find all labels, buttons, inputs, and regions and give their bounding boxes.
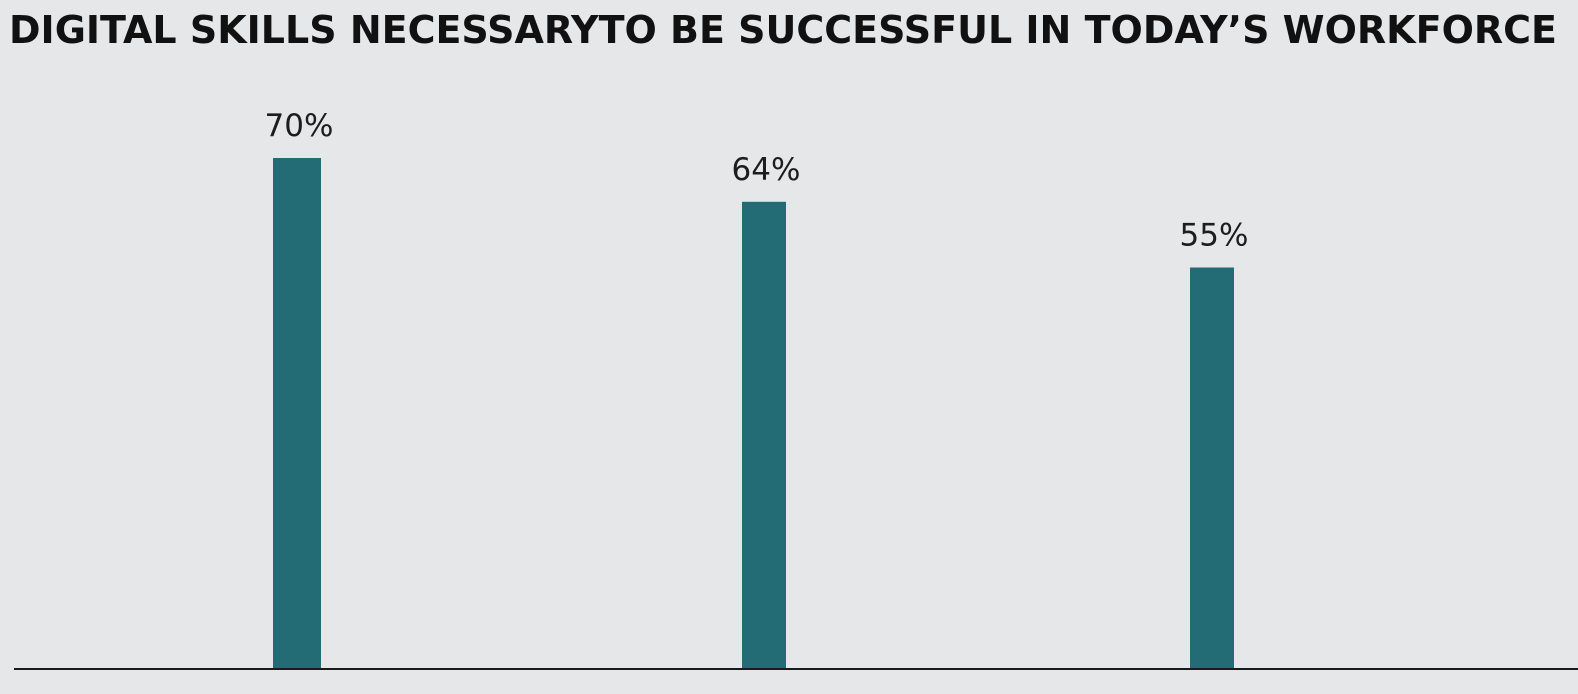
chart-title: DIGITAL SKILLS NECESSARYTO BE SUCCESSFUL…: [9, 8, 1557, 52]
value-labels-group: 70% 64% 55%: [265, 108, 1249, 254]
bar-value-label-3: 55%: [1180, 218, 1249, 254]
bar-1: [273, 158, 321, 669]
bar-3: [1190, 267, 1234, 669]
bar-value-label-2: 64%: [732, 152, 801, 188]
bar-2: [742, 201, 786, 670]
bars-group: [273, 158, 1234, 670]
bar-value-label-1: 70%: [265, 108, 334, 144]
